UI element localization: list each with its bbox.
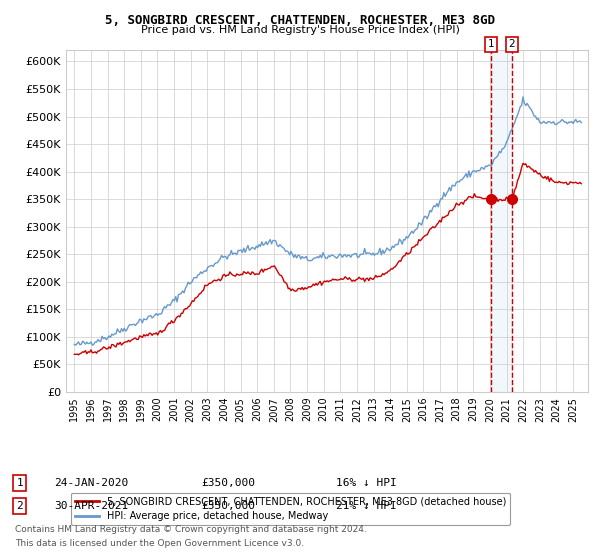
Text: Contains HM Land Registry data © Crown copyright and database right 2024.: Contains HM Land Registry data © Crown c… (15, 525, 367, 534)
Text: This data is licensed under the Open Government Licence v3.0.: This data is licensed under the Open Gov… (15, 539, 304, 548)
Text: 2: 2 (509, 39, 515, 49)
Text: 1: 1 (488, 39, 494, 49)
Bar (491, 50, 512, 392)
Text: Price paid vs. HM Land Registry's House Price Index (HPI): Price paid vs. HM Land Registry's House … (140, 25, 460, 35)
Legend: 5, SONGBIRD CRESCENT, CHATTENDEN, ROCHESTER, ME3 8GD (detached house), HPI: Aver: 5, SONGBIRD CRESCENT, CHATTENDEN, ROCHES… (71, 492, 510, 525)
Text: 30-APR-2021: 30-APR-2021 (54, 501, 128, 511)
Text: 5, SONGBIRD CRESCENT, CHATTENDEN, ROCHESTER, ME3 8GD: 5, SONGBIRD CRESCENT, CHATTENDEN, ROCHES… (105, 14, 495, 27)
Text: 16% ↓ HPI: 16% ↓ HPI (336, 478, 397, 488)
Text: £350,000: £350,000 (201, 501, 255, 511)
Text: 24-JAN-2020: 24-JAN-2020 (54, 478, 128, 488)
Text: £350,000: £350,000 (201, 478, 255, 488)
Text: 1: 1 (16, 478, 23, 488)
Text: 2: 2 (16, 501, 23, 511)
Text: 21% ↓ HPI: 21% ↓ HPI (336, 501, 397, 511)
